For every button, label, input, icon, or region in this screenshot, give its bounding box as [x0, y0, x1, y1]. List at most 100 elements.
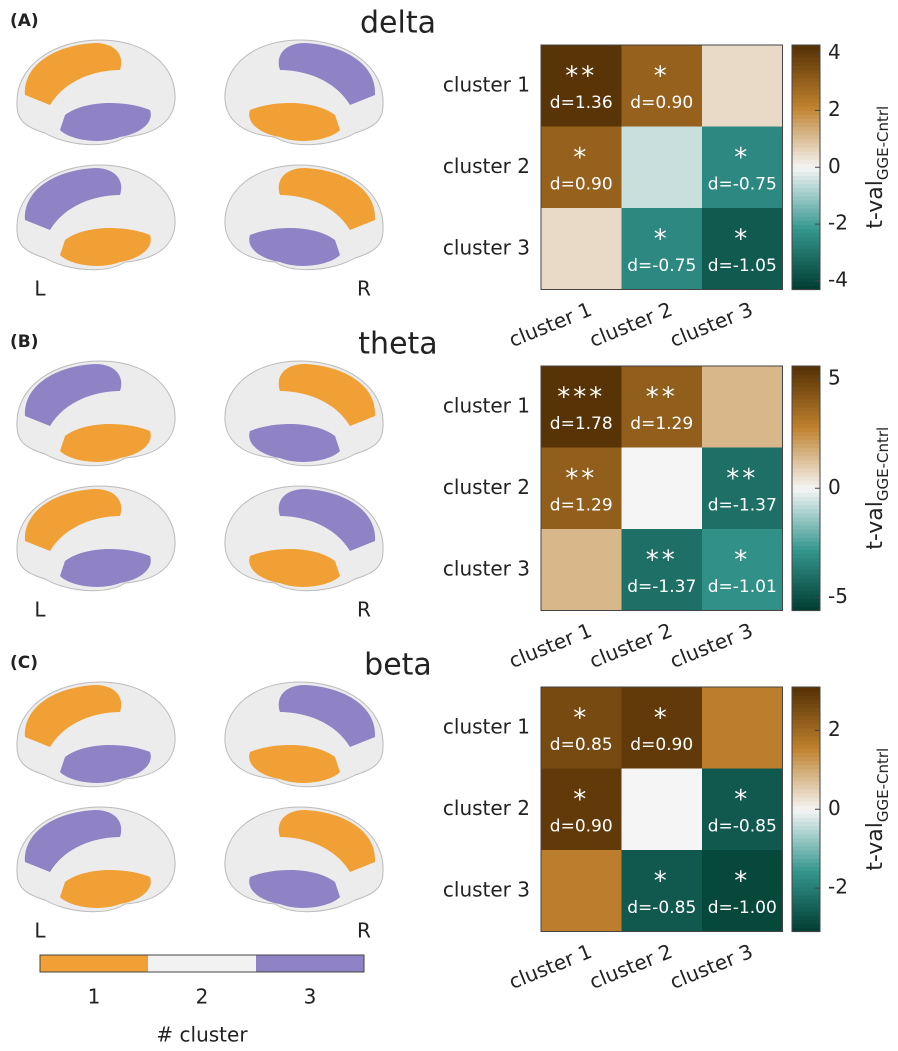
colorbar-slice: [792, 769, 820, 774]
significance-stars: *: [734, 546, 750, 576]
colorbar-slice: [792, 415, 820, 420]
colorbar-slice: [792, 82, 820, 87]
colorbar-slice: [792, 265, 820, 270]
heatmap-cell: [622, 769, 703, 851]
colorbar-slice: [792, 281, 820, 286]
colorbar-slice: [792, 915, 820, 920]
legend-label: 3: [304, 985, 317, 1009]
colorbar-tick-label: -4: [828, 267, 848, 291]
colorbar-slice: [792, 883, 820, 888]
significance-stars: *: [654, 225, 670, 255]
colorbar-slice: [792, 740, 820, 745]
significance-stars: **: [646, 383, 678, 413]
hemisphere-label: R: [357, 598, 371, 622]
colorbar-slice: [792, 874, 820, 879]
x-tick-label: cluster 3: [666, 297, 756, 352]
colorbar-slice: [792, 720, 820, 725]
brain-image: [225, 682, 383, 787]
legend-label: 2: [196, 985, 209, 1009]
colorbar-slice: [792, 110, 820, 115]
colorbar-slice: [792, 480, 820, 485]
colorbar-slice: [792, 862, 820, 867]
colorbar-slice: [792, 533, 820, 538]
brain-image: [17, 807, 175, 912]
colorbar-slice: [792, 464, 820, 469]
colorbar-slice: [792, 427, 820, 432]
colorbar-tick-label: -5: [828, 584, 848, 608]
colorbar-tick-label: 0: [828, 154, 841, 178]
colorbar-slice: [792, 423, 820, 428]
colorbar-slice: [792, 854, 820, 859]
colorbar-slice: [792, 147, 820, 152]
colorbar-slice: [792, 90, 820, 95]
colorbar-slice: [792, 919, 820, 924]
colorbar-slice: [792, 224, 820, 229]
colorbar-slice: [792, 703, 820, 708]
y-tick-label: cluster 1: [443, 714, 530, 738]
panel-label: (A): [10, 11, 39, 31]
significance-stars: *: [573, 785, 589, 815]
significance-stars: *: [654, 62, 670, 92]
legend-label: 1: [88, 985, 101, 1009]
significance-stars: *: [734, 143, 750, 173]
colorbar-slice: [792, 139, 820, 144]
x-tick-label: cluster 1: [505, 297, 595, 352]
colorbar-slice: [792, 748, 820, 753]
colorbar-slice: [792, 114, 820, 119]
y-tick-label: cluster 2: [443, 154, 530, 178]
colorbar-slice: [792, 245, 820, 250]
colorbar-slice: [792, 188, 820, 193]
colorbar-slice: [792, 899, 820, 904]
colorbar-slice: [792, 826, 820, 831]
colorbar-slice: [792, 505, 820, 510]
colorbar-slice: [792, 842, 820, 847]
brain-image: [17, 682, 175, 787]
brain-image: [17, 165, 175, 270]
colorbar-slice: [792, 390, 820, 395]
effect-size-label: d=1.29: [630, 414, 693, 434]
colorbar-slice: [792, 261, 820, 266]
effect-size-label: d=-1.37: [708, 496, 777, 516]
colorbar-slice: [792, 228, 820, 233]
colorbar-slice: [792, 435, 820, 440]
colorbar-tick-label: 0: [828, 475, 841, 499]
colorbar-slice: [792, 781, 820, 786]
brain-image: [17, 361, 175, 466]
effect-size-label: d=0.90: [630, 735, 693, 755]
colorbar-label: t-valGGE-Cntrl: [863, 748, 892, 871]
colorbar-slice: [792, 488, 820, 493]
y-tick-label: cluster 3: [443, 556, 530, 580]
colorbar-slice: [792, 370, 820, 375]
colorbar-slice: [792, 269, 820, 274]
colorbar-slice: [792, 699, 820, 704]
y-tick-label: cluster 3: [443, 877, 530, 901]
colorbar-slice: [792, 570, 820, 575]
colorbar-slice: [792, 711, 820, 716]
colorbar-slice: [792, 127, 820, 132]
colorbar-slice: [792, 687, 820, 692]
colorbar-slice: [792, 923, 820, 928]
significance-stars: *: [654, 867, 670, 897]
colorbar-slice: [792, 870, 820, 875]
colorbar-slice: [792, 887, 820, 892]
colorbar-slice: [792, 208, 820, 213]
heatmap-cell: [702, 687, 783, 769]
colorbar-slice: [792, 122, 820, 127]
colorbar-slice: [792, 586, 820, 591]
colorbar-slice: [792, 773, 820, 778]
colorbar-slice: [792, 752, 820, 757]
effect-size-label: d=-1.01: [708, 577, 777, 597]
colorbar-slice: [792, 513, 820, 518]
colorbar-slice: [792, 777, 820, 782]
significance-stars: *: [573, 143, 589, 173]
colorbar-tick-label: 4: [828, 40, 841, 64]
y-tick-label: cluster 1: [443, 72, 530, 96]
colorbar-slice: [792, 476, 820, 481]
hemisphere-label: L: [34, 598, 46, 622]
y-tick-label: cluster 2: [443, 475, 530, 499]
y-tick-label: cluster 3: [443, 235, 530, 259]
hemisphere-label: R: [357, 277, 371, 301]
colorbar-slice: [792, 253, 820, 258]
heatmap-cell: [622, 448, 703, 530]
colorbar-label-sub: GGE-Cntrl: [874, 748, 892, 822]
